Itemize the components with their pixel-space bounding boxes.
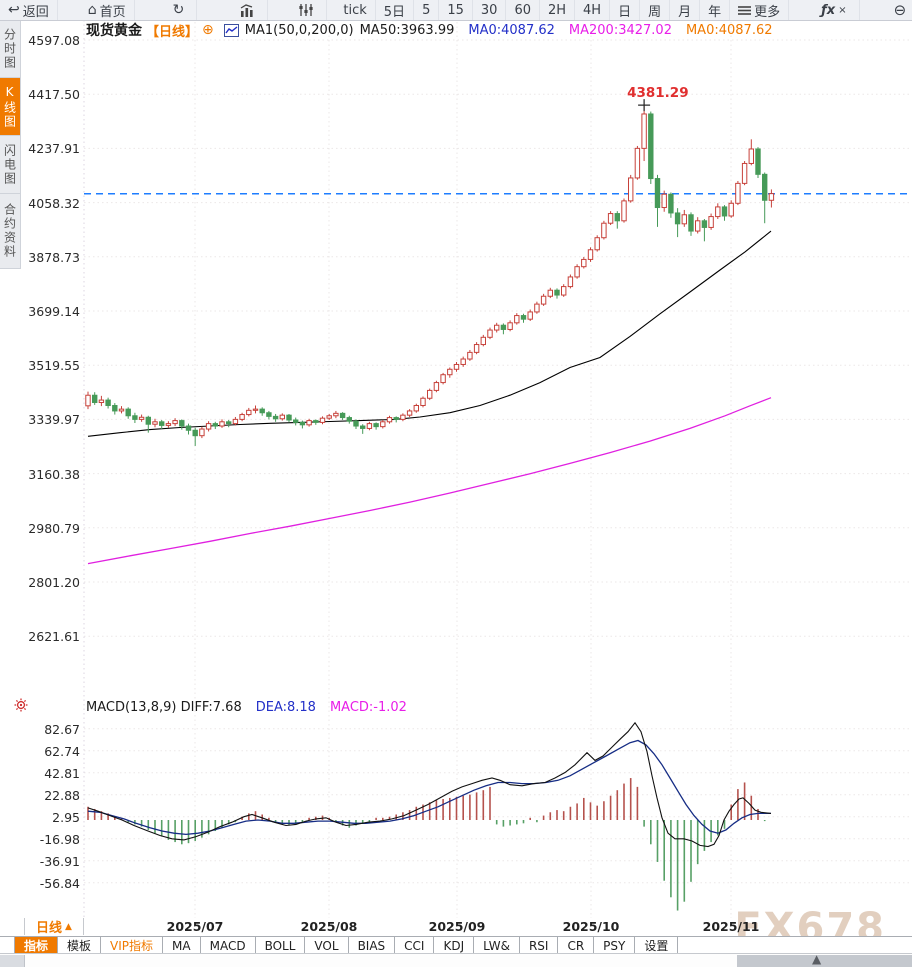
macd-settings-icon[interactable]: [14, 698, 28, 712]
macd-value: MACD:-1.02: [329, 700, 407, 715]
ma50-value: MA50:3963.99: [359, 22, 455, 38]
period-button-5[interactable]: 5: [414, 0, 440, 20]
sidebar-item-K线图[interactable]: K线图: [0, 78, 21, 136]
month-label-2025/09: 2025/09: [428, 919, 486, 934]
period-button-5日[interactable]: 5日: [376, 0, 415, 20]
period-button-tick[interactable]: tick: [335, 0, 376, 20]
gridlines: [83, 20, 912, 918]
month-label-2025/10: 2025/10: [562, 919, 620, 934]
dea-value: DEA:8.18: [255, 700, 316, 715]
zoom-out-icon: ⊖: [893, 0, 907, 19]
period-button-4H[interactable]: 4H: [575, 0, 611, 20]
period-button-15[interactable]: 15: [439, 0, 473, 20]
bar-chart-icon: [241, 4, 253, 17]
ma200-value: MA200:3427.02: [568, 22, 672, 38]
chart-header: 现货黄金 【日线】 ⊕ MA1(50,0,200,0) MA50:3963.99…: [86, 22, 773, 40]
month-label-2025/07: 2025/07: [166, 919, 224, 934]
sliders-icon: [299, 4, 313, 16]
triangle-up-icon: ▲: [65, 921, 72, 932]
macd-histogram: [87, 778, 766, 911]
refresh-icon: ↻: [172, 2, 185, 18]
diff-line: [87, 721, 772, 848]
svg-text:4381.29: 4381.29: [627, 85, 689, 101]
scrollbar-thumb[interactable]: [737, 955, 912, 967]
candles-layer: [85, 105, 775, 446]
time-axis: 2025/07 2025/08 2025/09 2025/10 2025/11: [0, 918, 912, 936]
macd-axis-label: -16.98: [39, 831, 80, 847]
collapse-handle-icon[interactable]: ▲: [812, 952, 822, 966]
symbol-name: 现货黄金: [86, 23, 142, 39]
price-axis-label: 3519.55: [28, 358, 80, 374]
period-button-周[interactable]: 周: [640, 0, 671, 20]
period-button-月[interactable]: 月: [670, 0, 701, 20]
period-button-日[interactable]: 日: [610, 0, 641, 20]
month-label-2025/08: 2025/08: [300, 919, 358, 934]
macd-axis-label: 42.81: [44, 765, 80, 781]
price-axis-label: 4058.32: [28, 195, 80, 211]
back-icon: ↩: [8, 2, 20, 18]
back-button[interactable]: ↩ 返回: [0, 0, 58, 20]
more-button[interactable]: 更多: [730, 0, 790, 20]
scrollbar-corner: [0, 955, 25, 967]
chart-type-sidebar: 分时图 K线图 闪电图 合约资料: [0, 20, 21, 269]
price-axis-label: 3160.38: [28, 466, 80, 482]
macd-param-and-diff: MACD(13,8,9) DIFF:7.68: [86, 700, 242, 715]
chart-type-button[interactable]: [227, 0, 269, 20]
indicator-settings-button[interactable]: [286, 0, 328, 20]
macd-axis-label: 62.74: [44, 743, 80, 759]
home-icon: ⌂: [87, 2, 97, 18]
mini-chart-icon: [223, 23, 239, 37]
sidebar-item-分时图[interactable]: 分时图: [0, 20, 21, 78]
ma0-orange-value: MA0:4087.62: [685, 22, 773, 38]
horizontal-scrollbar[interactable]: ▲: [0, 952, 912, 967]
home-button[interactable]: ⌂ 首页: [80, 0, 135, 20]
macd-axis-label: 22.88: [44, 787, 80, 803]
period-button-2H[interactable]: 2H: [540, 0, 576, 20]
macd-axis-label: 2.95: [52, 809, 80, 825]
price-axis-label: 4237.91: [28, 141, 80, 157]
macd-axis-label: -36.91: [39, 853, 80, 869]
price-axis-label: 2980.79: [28, 520, 80, 536]
peak-annotation: 4381.29: [627, 85, 689, 112]
ma-param: MA1(50,0,200,0): [244, 22, 354, 38]
ma50-line: [87, 230, 772, 437]
price-axis-label: 4417.50: [28, 87, 80, 103]
period-group: tick 5日 5 15 30 60 2H 4H 日周月年: [335, 0, 731, 20]
sidebar-item-闪电图[interactable]: 闪电图: [0, 136, 21, 194]
price-axis-label: 2801.20: [28, 574, 80, 590]
period-button-60[interactable]: 60: [506, 0, 540, 20]
ma0-blue-value: MA0:4087.62: [468, 22, 555, 38]
indicator-tab-指标[interactable]: 指标: [14, 937, 59, 955]
dea-line: [87, 739, 771, 836]
price-axis-label: 3878.73: [28, 249, 80, 265]
period-button-年[interactable]: 年: [700, 0, 731, 20]
refresh-button[interactable]: ↻: [161, 0, 198, 20]
price-axis-label: 3699.14: [28, 303, 80, 319]
price-axis-label: 3339.97: [28, 412, 80, 428]
fx-icon: ƒx: [821, 2, 836, 18]
macd-axis-label: -56.84: [39, 875, 80, 891]
period-tag: 【日线】: [146, 24, 199, 40]
price-axis-label: 4597.08: [28, 33, 80, 48]
top-toolbar: ↩ 返回 ⌂ 首页 ↻ tick 5日 5 15 30 60 2H 4H 日周月年: [0, 0, 912, 21]
add-compare-icon[interactable]: ⊕: [202, 22, 214, 38]
zoom-out-button[interactable]: ⊖: [882, 0, 912, 20]
formula-button[interactable]: ƒx ×: [809, 0, 860, 20]
macd-header: MACD(13,8,9) DIFF:7.68 DEA:8.18 MACD:-1.…: [86, 700, 407, 715]
price-axis-label: 2621.61: [28, 629, 80, 645]
menu-icon: [738, 5, 752, 15]
macd-axis-label: 82.67: [44, 721, 80, 737]
period-selector-button[interactable]: 日线 ▲: [24, 918, 84, 936]
month-label-2025/11: 2025/11: [702, 919, 760, 934]
period-button-30[interactable]: 30: [473, 0, 507, 20]
indicator-tabs: 指标 模板 VIP指标 MA MACD BOLL VOL BIAS CCI KDJ LW& RSI CR…: [0, 936, 912, 955]
ma200-line: [87, 397, 772, 565]
sidebar-item-合约资料[interactable]: 合约资料: [0, 194, 21, 269]
